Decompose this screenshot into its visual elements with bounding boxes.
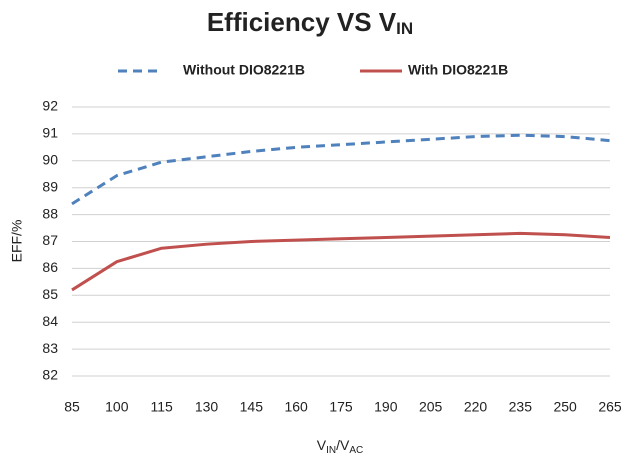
- series-line: [71, 231, 611, 292]
- x-tick-label: 235: [509, 399, 533, 415]
- y-tick-label: 88: [42, 205, 58, 221]
- x-axis-label: VIN/VAC: [317, 437, 363, 456]
- y-tick-label: 90: [42, 152, 58, 168]
- x-tick-label: 130: [195, 399, 219, 415]
- x-tick-label: 250: [553, 399, 577, 415]
- y-tick-label: 84: [42, 313, 58, 329]
- y-tick-label: 86: [42, 259, 58, 275]
- y-axis-label: EFF/%: [9, 220, 25, 263]
- x-tick-label: 190: [374, 399, 398, 415]
- chart-title: Efficiency VS VIN: [207, 7, 413, 39]
- y-tick-label: 83: [42, 340, 58, 356]
- y-tick-label: 89: [42, 178, 58, 194]
- title-sub: IN: [396, 19, 413, 38]
- legend-label: Without DIO8221B: [183, 62, 305, 78]
- x-label-sub: IN: [326, 445, 336, 456]
- x-label-sub: AC: [349, 445, 363, 456]
- x-tick-label: 85: [64, 399, 80, 415]
- x-label-part: V: [317, 437, 327, 453]
- x-tick-label: 100: [105, 399, 129, 415]
- x-tick-label: 175: [329, 399, 353, 415]
- y-tick-label: 91: [42, 125, 58, 141]
- y-tick-label: 82: [42, 367, 58, 383]
- x-tick-label: 115: [151, 399, 174, 415]
- title-main: Efficiency VS V: [207, 7, 397, 37]
- x-tick-label: 145: [240, 399, 264, 415]
- x-tick-label: 265: [598, 399, 622, 415]
- y-tick-label: 85: [42, 286, 58, 302]
- x-label-part: /V: [336, 437, 350, 453]
- x-tick-label: 220: [464, 399, 488, 415]
- series-line: [71, 133, 611, 206]
- legend-label: With DIO8221B: [408, 62, 508, 78]
- x-tick-label: 205: [419, 399, 443, 415]
- y-tick-label: 92: [42, 98, 58, 114]
- y-tick-label: 87: [42, 232, 58, 248]
- x-tick-label: 160: [284, 399, 308, 415]
